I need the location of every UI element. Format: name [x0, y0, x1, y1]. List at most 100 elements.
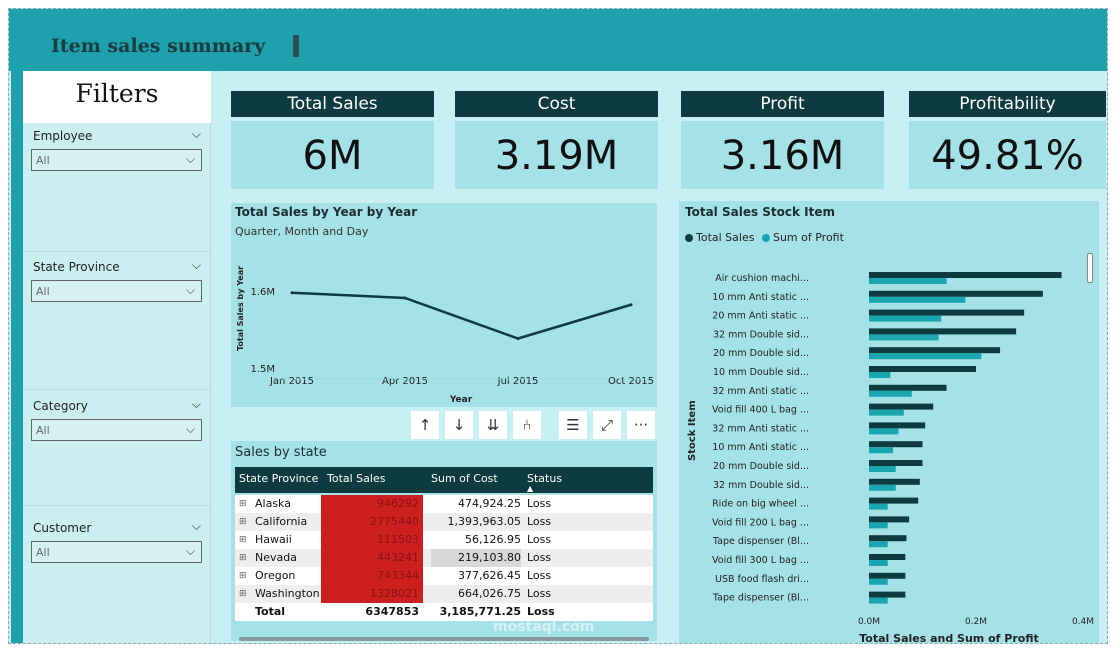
line-chart-subtitle: Quarter, Month and Day: [235, 225, 369, 238]
table-row[interactable]: ⊞ Oregon 743344 377,626.45 Loss: [235, 567, 653, 585]
visual-toolbar: ↑ ↓ ⇊ ⑃ ☰ ⤢ ···: [411, 411, 656, 441]
chevron-down-icon[interactable]: ⌵: [191, 397, 201, 411]
line-chart-xlabel: Year: [449, 395, 473, 405]
expand-hierarchy-button[interactable]: ⑃: [513, 411, 541, 439]
state-cell: Nevada: [255, 551, 297, 564]
category-label: 10 mm Double sid...: [713, 367, 809, 378]
total-cost-cell: 3,185,771.25: [439, 605, 521, 618]
kpi-body: 3.16M: [681, 121, 884, 189]
chevron-down-icon[interactable]: ⌵: [191, 258, 201, 272]
data-point: [516, 337, 520, 340]
bar-total-sales: [869, 272, 1062, 278]
chevron-down-icon[interactable]: ⌵: [191, 127, 201, 141]
sales-cell: 946292: [321, 495, 423, 513]
sales-by-state-table[interactable]: Sales by state State Province Total Sale…: [231, 441, 657, 641]
line-chart-ylabel: Total Sales by Year: [236, 266, 245, 351]
expand-icon[interactable]: ⊞: [239, 535, 247, 545]
stock-item-bar-chart-panel[interactable]: Total Sales Stock Item Total Sales Sum o…: [679, 201, 1099, 643]
bar-sum-of-profit: [869, 353, 982, 360]
drill-up-button[interactable]: ↑: [411, 411, 439, 439]
x-tick-label: 0.4M: [1072, 617, 1094, 627]
column-header[interactable]: Total Sales: [327, 472, 386, 485]
bar-total-sales: [869, 497, 919, 504]
y-tick-label: 1.5M: [250, 364, 275, 375]
sales-cell: 443241: [321, 549, 423, 567]
expand-icon[interactable]: ⊞: [239, 589, 247, 599]
bar-sum-of-profit: [869, 390, 912, 397]
filter-label: Customer: [33, 521, 92, 535]
vertical-scrollbar[interactable]: [1087, 253, 1093, 283]
legend-swatch-sales: [685, 234, 693, 242]
kpi-label: Cost: [455, 91, 658, 117]
kpi-cost[interactable]: Cost 3.19M: [455, 91, 658, 189]
focus-mode-icon[interactable]: ⤢: [593, 411, 621, 439]
category-label: Air cushion machi...: [715, 273, 809, 284]
bar-sum-of-profit: [869, 428, 899, 435]
category-dropdown[interactable]: All ⌵: [31, 419, 202, 441]
x-tick-label: Jan 2015: [269, 376, 314, 387]
total-label: Total: [255, 605, 286, 618]
table-row[interactable]: ⊞ California 2775440 1,393,963.05 Loss: [235, 513, 653, 531]
table-row[interactable]: ⊞ Nevada 443241 219,103.80 Loss: [235, 549, 653, 567]
bar-sum-of-profit: [869, 578, 888, 585]
category-label: 10 mm Anti static ...: [712, 292, 809, 303]
bar-sum-of-profit: [869, 541, 888, 548]
x-tick-label: Jul 2015: [497, 376, 539, 387]
chevron-down-icon: ⌵: [185, 283, 195, 297]
kpi-label: Profitability: [909, 91, 1106, 117]
bar-total-sales: [869, 572, 906, 579]
x-tick-label: 0.2M: [965, 617, 987, 627]
state-province-dropdown[interactable]: All ⌵: [31, 280, 202, 302]
employee-dropdown[interactable]: All ⌵: [31, 149, 202, 171]
cost-cell: 1,393,963.05: [447, 515, 521, 528]
x-tick-label: Oct 2015: [608, 376, 654, 387]
filter-label: State Province: [33, 260, 120, 274]
x-tick-label: Apr 2015: [382, 376, 428, 387]
category-label: 32 mm Double sid...: [713, 329, 809, 340]
sales-cell: 111503: [321, 531, 423, 549]
kpi-body: 3.19M: [455, 121, 658, 189]
horizontal-scrollbar[interactable]: [239, 637, 649, 641]
cost-cell: 664,026.75: [458, 587, 521, 600]
filter-label: Category: [33, 399, 88, 413]
expand-icon[interactable]: ⊞: [239, 571, 247, 581]
column-header[interactable]: Status: [527, 472, 563, 485]
kpi-label: Total Sales: [231, 91, 434, 117]
customer-dropdown[interactable]: All ⌵: [31, 541, 202, 563]
chevron-down-icon[interactable]: ⌵: [191, 519, 201, 533]
drill-down-button[interactable]: ↓: [445, 411, 473, 439]
category-label: 32 mm Anti static ...: [712, 386, 809, 397]
bar-sum-of-profit: [869, 278, 947, 284]
kpi-profit[interactable]: Profit 3.16M: [681, 91, 884, 189]
y-tick-label: 1.6M: [250, 287, 275, 298]
line-chart-panel[interactable]: Total Sales by Year by Year Quarter, Mon…: [231, 203, 657, 407]
category-label: 20 mm Double sid...: [713, 461, 809, 472]
category-label: Void fill 300 L bag ...: [712, 555, 809, 566]
category-label: USB food flash dri...: [715, 574, 809, 585]
status-cell: Loss: [527, 533, 552, 546]
column-header[interactable]: Sum of Cost: [431, 472, 498, 485]
expand-icon[interactable]: ⊞: [239, 499, 247, 509]
expand-icon[interactable]: ⊞: [239, 517, 247, 527]
sales-cell: 2775440: [321, 513, 423, 531]
filters-pane: Filters Employee ⌵ All ⌵ State Province …: [23, 71, 211, 643]
expand-all-button[interactable]: ⇊: [479, 411, 507, 439]
category-label: Ride on big wheel ...: [712, 499, 809, 510]
legend-label: Sum of Profit: [772, 231, 844, 244]
filter-icon[interactable]: ☰: [559, 411, 587, 439]
cost-cell: 219,103.80: [431, 549, 521, 567]
expand-icon[interactable]: ⊞: [239, 553, 247, 563]
chevron-down-icon: ⌵: [185, 544, 195, 558]
kpi-total-sales[interactable]: Total Sales 6M: [231, 91, 434, 189]
table-row[interactable]: ⊞ Hawaii 111503 56,126.95 Loss: [235, 531, 653, 549]
bar-sum-of-profit: [869, 334, 939, 341]
dropdown-value: All: [36, 285, 50, 298]
table-row[interactable]: ⊞ Washington 1328021 664,026.75 Loss: [235, 585, 653, 603]
kpi-value: 3.19M: [494, 133, 619, 179]
more-options-icon[interactable]: ···: [627, 411, 655, 439]
column-header[interactable]: State Province: [239, 472, 319, 485]
table-row[interactable]: ⊞ Alaska 946292 474,924.25 Loss: [235, 495, 653, 513]
status-cell: Loss: [527, 569, 552, 582]
filter-divider: [23, 505, 211, 506]
kpi-profitability[interactable]: Profitability 49.81%: [909, 91, 1106, 189]
